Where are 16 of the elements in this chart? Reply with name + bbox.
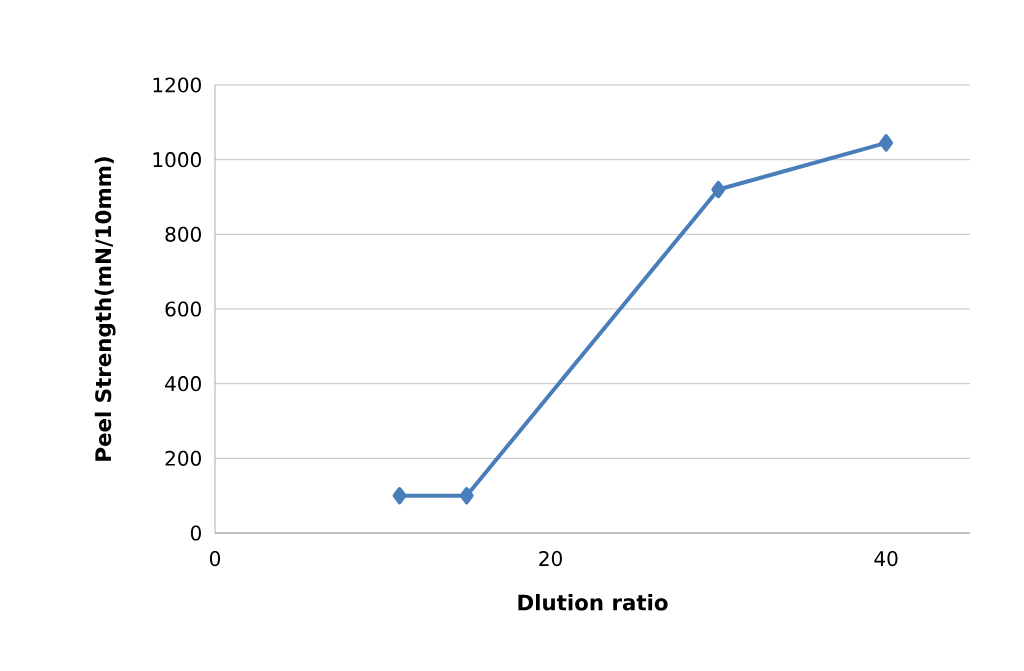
y-tick-label: 200 <box>165 450 201 466</box>
point <box>879 134 894 152</box>
x-tick-label: 20 <box>539 551 562 567</box>
x-tick-label: 0 <box>209 551 221 567</box>
point <box>711 180 726 199</box>
y-tick-label: 600 <box>165 301 201 317</box>
point <box>459 487 474 505</box>
y-axis-title: Peel Strength(mN/10mm) <box>94 157 116 461</box>
y-tick-label: 1200 <box>153 77 201 93</box>
x-tick-label: 40 <box>874 551 898 567</box>
x-axis-title: Dlution ratio <box>518 593 668 611</box>
y-tick-label: 800 <box>165 226 201 242</box>
y-tick-label: 0 <box>190 525 201 541</box>
point <box>392 487 407 505</box>
y-tick-label: 1000 <box>153 152 201 168</box>
y-tick-label: 400 <box>165 376 201 392</box>
